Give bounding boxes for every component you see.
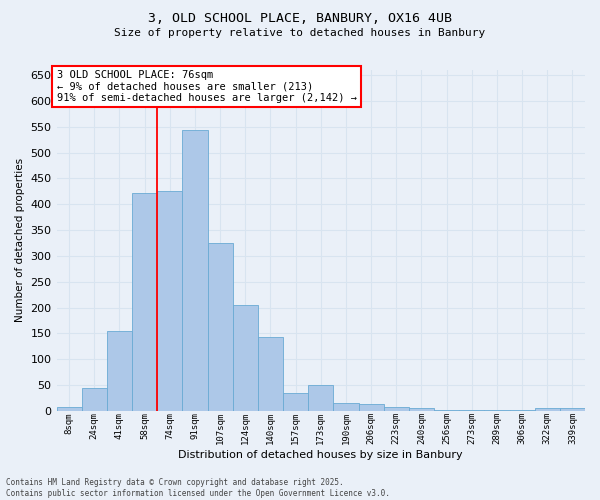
Bar [182, 130, 208, 411]
Bar [334, 403, 359, 411]
Bar [107, 331, 132, 411]
Text: 3, OLD SCHOOL PLACE, BANBURY, OX16 4UB: 3, OLD SCHOOL PLACE, BANBURY, OX16 4UB [148, 12, 452, 26]
Bar [434, 410, 459, 411]
Bar [157, 192, 182, 411]
Bar [308, 385, 334, 411]
Bar [82, 388, 107, 411]
Bar [409, 408, 434, 411]
Bar [509, 410, 535, 411]
Bar [484, 410, 509, 411]
X-axis label: Distribution of detached houses by size in Banbury: Distribution of detached houses by size … [178, 450, 463, 460]
Bar [233, 305, 258, 411]
Bar [459, 410, 484, 411]
Bar [383, 407, 409, 411]
Bar [56, 407, 82, 411]
Bar [132, 193, 157, 411]
Text: Size of property relative to detached houses in Banbury: Size of property relative to detached ho… [115, 28, 485, 38]
Bar [283, 392, 308, 411]
Bar [359, 404, 383, 411]
Text: 3 OLD SCHOOL PLACE: 76sqm
← 9% of detached houses are smaller (213)
91% of semi-: 3 OLD SCHOOL PLACE: 76sqm ← 9% of detach… [56, 70, 356, 103]
Y-axis label: Number of detached properties: Number of detached properties [15, 158, 25, 322]
Bar [208, 243, 233, 411]
Bar [535, 408, 560, 411]
Bar [258, 337, 283, 411]
Bar [560, 408, 585, 411]
Text: Contains HM Land Registry data © Crown copyright and database right 2025.
Contai: Contains HM Land Registry data © Crown c… [6, 478, 390, 498]
